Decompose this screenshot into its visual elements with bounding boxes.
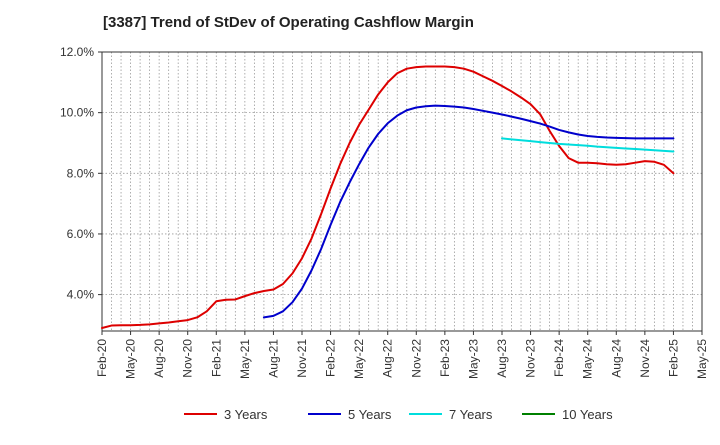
plot-frame [101, 51, 703, 332]
x-tick-label: Aug-22 [381, 339, 395, 378]
x-tick-label: Feb-21 [209, 339, 223, 377]
x-tick-label: May-22 [352, 339, 366, 379]
legend-label: 10 Years [562, 407, 613, 422]
y-tick-label: 4.0% [67, 288, 95, 302]
x-tick-label: Feb-23 [438, 339, 452, 377]
legend-label: 5 Years [348, 407, 392, 422]
y-tick-label: 10.0% [60, 106, 94, 120]
y-tick-label: 6.0% [67, 227, 95, 241]
x-tick-label: May-24 [581, 339, 595, 379]
x-tick-label: May-20 [124, 339, 138, 379]
x-tick-label: Feb-25 [666, 339, 680, 377]
x-tick-label: Feb-24 [552, 339, 566, 377]
x-tick-label: Nov-22 [409, 339, 423, 378]
chart-title: [3387] Trend of StDev of Operating Cashf… [103, 14, 474, 31]
x-tick-label: Feb-20 [95, 339, 109, 377]
x-tick-label: Aug-21 [266, 339, 280, 378]
legend-label: 3 Years [224, 407, 268, 422]
x-tick-label: Aug-20 [152, 339, 166, 378]
series-line-3-years [101, 65, 675, 329]
x-tick-label: Nov-20 [181, 339, 195, 378]
x-tick-label: Aug-23 [495, 339, 509, 378]
series-line-7-years [501, 137, 675, 153]
x-tick-label: Feb-22 [324, 339, 338, 377]
x-tick-label: Aug-24 [609, 339, 623, 378]
series-line-5-years [262, 104, 675, 319]
x-tick-label: Nov-21 [295, 339, 309, 378]
legend-label: 7 Years [449, 407, 493, 422]
x-tick-label: May-21 [238, 339, 252, 379]
x-tick-label: May-23 [466, 339, 480, 379]
x-tick-label: May-25 [695, 339, 709, 379]
y-tick-label: 12.0% [60, 45, 94, 59]
plot-area [102, 52, 702, 331]
x-tick-label: Nov-23 [524, 339, 538, 378]
x-tick-label: Nov-24 [638, 339, 652, 378]
y-tick-label: 8.0% [67, 166, 95, 180]
